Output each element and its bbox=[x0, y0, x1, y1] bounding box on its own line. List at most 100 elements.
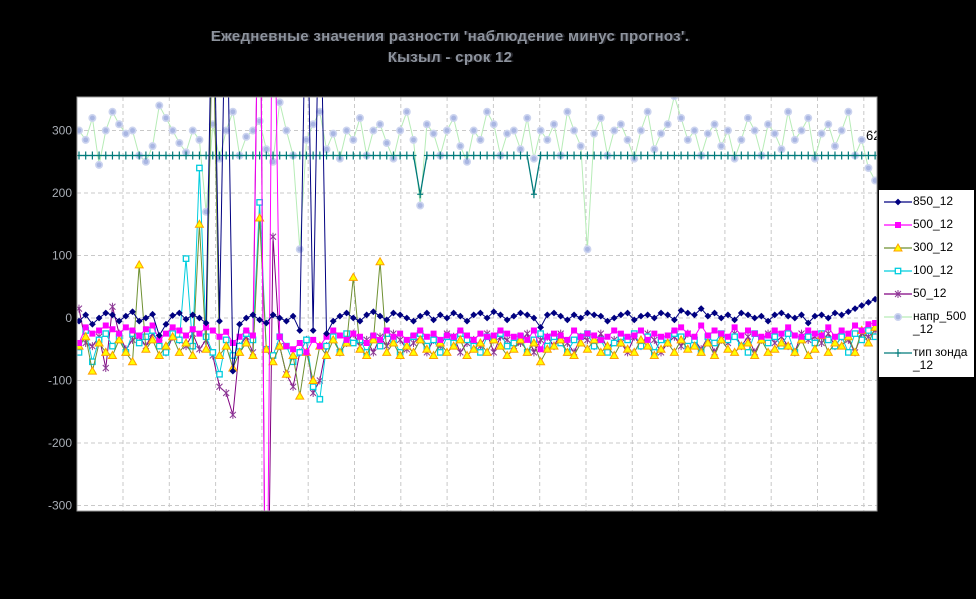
circle-marker bbox=[95, 160, 104, 169]
circle-marker bbox=[369, 126, 378, 135]
plot-background bbox=[76, 96, 878, 512]
circle-marker bbox=[115, 120, 124, 129]
diamond-marker bbox=[443, 314, 451, 322]
open-square-marker bbox=[865, 327, 872, 334]
square-marker bbox=[410, 332, 417, 339]
square-marker bbox=[838, 327, 845, 334]
circle-marker bbox=[543, 135, 552, 144]
circle-marker bbox=[295, 245, 304, 254]
open-square-marker bbox=[503, 342, 511, 350]
square-marker bbox=[363, 340, 370, 346]
square-marker bbox=[691, 333, 698, 340]
plus-marker bbox=[296, 151, 303, 160]
square-marker bbox=[758, 333, 765, 340]
diamond-marker bbox=[242, 314, 250, 322]
square-marker bbox=[336, 332, 343, 339]
diamond-marker bbox=[644, 311, 652, 319]
diamond-marker bbox=[731, 316, 739, 324]
diamond-marker bbox=[610, 314, 618, 322]
square-marker bbox=[778, 330, 785, 337]
diamond-marker bbox=[202, 319, 210, 327]
triangle-marker bbox=[428, 350, 439, 359]
triangle-marker bbox=[649, 350, 660, 359]
series-500_12 bbox=[77, 97, 877, 511]
series-850_12 bbox=[77, 97, 877, 375]
star-marker bbox=[894, 290, 902, 298]
square-marker bbox=[852, 322, 859, 329]
circle-marker bbox=[590, 129, 599, 138]
circle-marker bbox=[576, 142, 585, 151]
square-marker bbox=[530, 327, 537, 334]
triangle-marker bbox=[221, 341, 232, 350]
plus-marker bbox=[183, 151, 190, 160]
triangle-marker bbox=[261, 344, 272, 353]
diamond-marker bbox=[537, 323, 545, 331]
triangle-marker bbox=[154, 350, 165, 359]
square-marker bbox=[845, 330, 852, 337]
plus-marker bbox=[557, 151, 564, 160]
plus-marker bbox=[196, 151, 203, 160]
plus-marker bbox=[457, 151, 464, 160]
y-axis-label: 200 bbox=[52, 186, 72, 200]
square-marker bbox=[303, 349, 310, 356]
diamond-marker bbox=[249, 311, 257, 319]
square-marker bbox=[564, 336, 571, 343]
circle-marker bbox=[610, 126, 619, 135]
circle-marker bbox=[563, 107, 572, 116]
open-square-marker bbox=[711, 339, 718, 347]
circle-marker bbox=[871, 176, 877, 185]
circle-marker bbox=[830, 142, 839, 151]
diamond-marker bbox=[383, 316, 391, 324]
plus-marker bbox=[791, 151, 798, 160]
circle-marker bbox=[188, 126, 197, 135]
square-marker bbox=[611, 327, 618, 334]
triangle-marker bbox=[542, 344, 553, 353]
triangle-marker bbox=[401, 341, 412, 350]
diamond-marker bbox=[343, 309, 350, 317]
diamond-marker bbox=[757, 312, 765, 320]
plus-marker bbox=[316, 151, 323, 160]
diamond-marker bbox=[430, 316, 437, 324]
diamond-marker bbox=[624, 309, 631, 317]
triangle-marker bbox=[743, 337, 753, 347]
star-marker bbox=[410, 339, 417, 347]
open-square-marker bbox=[343, 330, 350, 337]
plus-marker bbox=[216, 151, 223, 160]
plus-marker bbox=[323, 151, 330, 160]
diamond-marker bbox=[550, 309, 558, 317]
plus-marker bbox=[343, 151, 350, 160]
plus-marker bbox=[484, 151, 491, 160]
diamond-marker bbox=[390, 309, 397, 317]
open-square-marker bbox=[570, 336, 578, 344]
square-marker bbox=[216, 333, 223, 340]
diamond-marker bbox=[818, 311, 825, 319]
square-marker bbox=[443, 332, 450, 339]
diamond-marker bbox=[376, 312, 384, 320]
circle-marker bbox=[737, 135, 746, 144]
diamond-marker bbox=[269, 311, 277, 319]
plus-marker bbox=[417, 190, 424, 199]
diamond-marker bbox=[650, 314, 658, 322]
circle-marker bbox=[717, 142, 726, 151]
star-marker bbox=[289, 382, 297, 391]
triangle-marker bbox=[529, 337, 539, 347]
triangle-marker bbox=[783, 341, 794, 350]
open-square-marker bbox=[303, 336, 310, 344]
square-marker bbox=[724, 333, 731, 340]
square-marker bbox=[149, 322, 156, 329]
triangle-marker bbox=[274, 341, 285, 350]
open-square-marker bbox=[604, 349, 611, 356]
plus-marker bbox=[276, 151, 283, 160]
circle-marker bbox=[657, 129, 666, 138]
triangle-marker bbox=[582, 344, 593, 353]
diamond-marker bbox=[82, 311, 90, 319]
plus-marker bbox=[236, 151, 243, 160]
triangle-marker bbox=[475, 337, 486, 347]
triangle-marker bbox=[408, 347, 419, 356]
plus-marker bbox=[283, 151, 290, 160]
square-marker bbox=[704, 332, 711, 339]
plus-marker bbox=[852, 151, 859, 160]
plus-marker bbox=[530, 190, 537, 199]
legend-item-напр_500_12: напр_500_12 bbox=[883, 310, 972, 336]
plus-marker bbox=[116, 151, 123, 160]
